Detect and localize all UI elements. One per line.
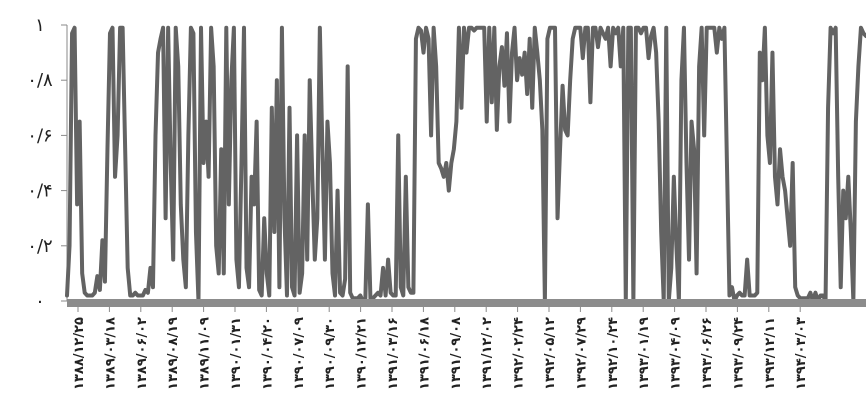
x-tick-label: ۱۳۹۲/۰۲/۲۴ [512, 317, 527, 390]
x-tick-label: ۱۳۹۲/۰۷/۲۹ [574, 317, 589, 390]
y-tick-label: ۰/۸ [27, 70, 53, 91]
x-tick-label: ۱۳۹۰/۰۹/۳۰ [323, 317, 338, 390]
series-line [65, 25, 866, 303]
x-tick-label: ۱۳۸۸/۱۲/۲۵ [72, 317, 87, 390]
x-tick-label: ۱۳۹۱/۱۲/۰۲ [480, 317, 495, 390]
x-tick-label: ۱۳۹۰/۱۲/۲۱ [355, 317, 370, 390]
x-tick-label: ۱۳۹۴/۰۳/۰۳ [794, 317, 809, 390]
x-tick-label: ۱۳۹۰/۰۷/۰۹ [292, 317, 307, 390]
x-tick-label: ۱۳۹۲/۱۰/۲۴ [606, 317, 621, 390]
y-tick-label: ۰/۶ [27, 125, 52, 146]
x-tick-label: ۱۳۹۳/۰۶/۲۶ [700, 317, 715, 390]
x-tick-label: ۱۳۹۱/۰۳/۱۶ [386, 317, 401, 390]
y-tick-label: ۰/۲ [27, 236, 52, 257]
x-tick-label: ۱۳۹۳/۰۱/۱۹ [637, 317, 652, 390]
x-tick-label: ۱۳۹۳/۰۴/۰۹ [669, 317, 684, 390]
y-axis-tick-labels: ۱ ۰/۸ ۰/۶ ۰/۴ ۰/۲ ۰ [27, 15, 53, 312]
x-tick-label: ۱۳۹۱/۰۹/۰۸ [449, 317, 464, 390]
x-tick-label: ۱۳۸۹/۰۳/۱۸ [103, 317, 118, 390]
x-tick-label: ۱۳۹۰/۰۴/۲۰ [260, 317, 275, 390]
x-tick-label: ۱۳۸۹/۱۱/۰۹ [198, 317, 213, 390]
y-axis-tick-marks [61, 24, 67, 302]
x-tick-label: ۱۳۹۰/۰۱/۳۱ [229, 317, 244, 390]
x-tick-label: ۱۳۹۳/۱۲/۱۱ [763, 317, 778, 390]
x-tick-label: ۱۳۹۱/۰۶/۱۸ [417, 317, 432, 390]
x-tick-label: ۱۳۹۳/۰۹/۲۴ [731, 317, 746, 390]
y-tick-label: ۰/۴ [27, 181, 52, 202]
y-tick-label: ۰ [35, 291, 45, 312]
x-tick-label: ۱۳۸۹/۰۸/۱۹ [166, 317, 181, 390]
x-tick-label: ۱۳۹۲/۰۵/۱۲ [543, 317, 558, 390]
x-axis-baseline [67, 299, 866, 307]
x-tick-label: ۱۳۸۹/۰۶/۰۲ [135, 317, 150, 390]
y-tick-label: ۱ [35, 15, 45, 36]
x-axis-tick-labels: ۱۳۸۸/۱۲/۲۵ ۱۳۸۹/۰۳/۱۸ ۱۳۸۹/۰۶/۰۲ ۱۳۸۹/۰۸/۱۹… [72, 317, 809, 390]
x-axis-tick-marks [77, 307, 801, 312]
